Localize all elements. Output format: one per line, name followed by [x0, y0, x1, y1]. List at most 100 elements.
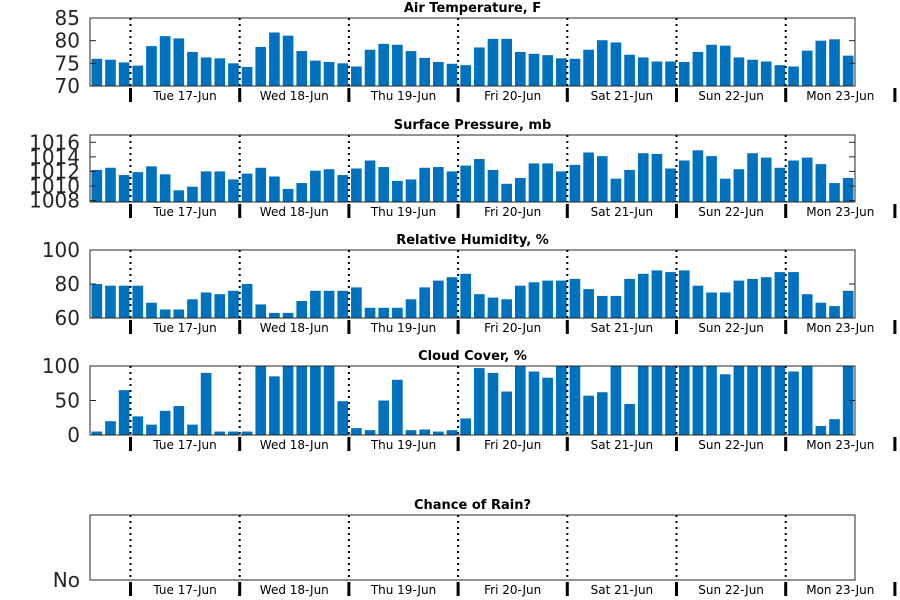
bar: [596, 156, 608, 202]
bar: [433, 280, 444, 318]
bar: [228, 431, 239, 435]
bar: [692, 366, 704, 435]
bar: [719, 178, 731, 202]
y-tick-label: 75: [55, 51, 80, 75]
bar: [91, 169, 103, 202]
bar: [719, 374, 731, 435]
y-tick-label: No: [53, 568, 80, 592]
bar: [323, 366, 335, 435]
x-major-tick: [675, 437, 678, 451]
bar: [583, 49, 594, 86]
bar: [405, 179, 417, 202]
bar: [392, 44, 403, 86]
bar: [555, 366, 567, 435]
bar: [665, 272, 676, 318]
plot-frame: [89, 514, 856, 581]
bar: [569, 278, 581, 318]
bar: [542, 280, 553, 318]
bar: [487, 372, 499, 435]
bar: [555, 171, 567, 202]
bar: [651, 366, 663, 435]
panel-title: Cloud Cover, %: [418, 349, 527, 364]
bar: [446, 63, 458, 86]
bar: [706, 366, 717, 435]
bar: [146, 302, 157, 318]
bar: [132, 172, 144, 202]
bar: [801, 366, 813, 435]
bar: [228, 63, 239, 86]
bar: [706, 44, 717, 86]
bar: [255, 366, 267, 435]
bar: [514, 366, 526, 435]
x-major-tick: [784, 437, 788, 451]
y-tick-label: 100: [42, 238, 80, 262]
bar: [173, 38, 185, 86]
x-tick-label: Wed 18-Jun: [260, 583, 329, 597]
bar: [760, 277, 772, 318]
bar: [214, 171, 226, 202]
panel-title: Air Temperature, F: [404, 1, 541, 16]
x-major-tick: [347, 320, 351, 334]
x-major-tick: [456, 582, 460, 596]
bar: [569, 366, 581, 435]
bar: [583, 395, 594, 435]
x-tick-label: Sat 21-Jun: [591, 89, 654, 103]
bar: [801, 50, 813, 86]
bar: [296, 301, 308, 318]
bar: [118, 390, 130, 435]
y-tick-label: 80: [55, 272, 80, 296]
bar: [159, 410, 171, 435]
bar: [815, 40, 827, 86]
y-tick-label: 85: [55, 6, 80, 30]
y-tick-label: 70: [55, 74, 80, 98]
bar: [542, 163, 553, 202]
bar: [528, 371, 540, 435]
x-tick-label: Sat 21-Jun: [591, 321, 654, 335]
x-tick-label: Thu 19-Jun: [370, 321, 436, 335]
x-major-tick: [565, 582, 569, 596]
bar: [269, 176, 280, 202]
bar: [241, 284, 253, 318]
bar: [159, 309, 171, 318]
bar: [337, 63, 349, 86]
bar: [173, 190, 185, 202]
bar: [228, 290, 239, 318]
x-major-tick: [784, 204, 788, 218]
bar: [829, 39, 840, 86]
x-major-tick: [784, 320, 788, 334]
bar: [637, 153, 649, 202]
x-major-tick: [893, 320, 897, 334]
bar: [747, 278, 758, 318]
x-major-tick: [893, 582, 897, 596]
x-major-tick: [784, 582, 788, 596]
plot-frame: [89, 17, 856, 87]
bar: [624, 169, 635, 202]
bar: [296, 183, 308, 202]
x-tick-label: Sat 21-Jun: [591, 438, 654, 452]
bar: [829, 306, 840, 318]
x-major-tick: [565, 320, 569, 334]
x-tick-label: Tue 17-Jun: [152, 321, 216, 335]
bar: [637, 366, 649, 435]
bar: [624, 403, 635, 435]
bar: [542, 377, 553, 435]
x-tick-label: Wed 18-Jun: [260, 89, 329, 103]
bar: [774, 167, 786, 202]
bar: [760, 157, 772, 202]
bar: [665, 366, 676, 435]
bar: [842, 290, 854, 318]
bar: [269, 32, 280, 86]
bar: [433, 431, 444, 435]
x-major-tick: [347, 437, 351, 451]
bar: [146, 166, 157, 202]
bar: [118, 62, 130, 86]
bar: [364, 160, 376, 202]
bar: [159, 36, 171, 86]
bar: [378, 400, 390, 435]
bar: [187, 299, 198, 318]
x-tick-label: Sun 22-Jun: [698, 583, 764, 597]
y-tick-label: 1008: [29, 189, 80, 213]
x-tick-label: Sun 22-Jun: [698, 321, 764, 335]
x-major-tick: [893, 204, 897, 218]
bar: [351, 287, 362, 318]
